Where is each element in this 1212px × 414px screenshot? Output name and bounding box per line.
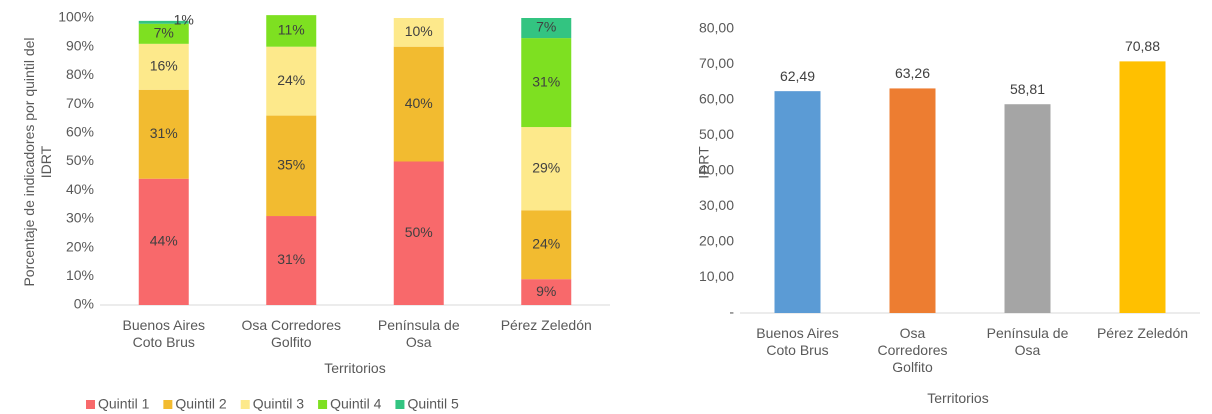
y-tick-label: 10,00 xyxy=(699,268,734,284)
bar-segment xyxy=(266,46,317,116)
y-tick-label: 30,00 xyxy=(699,197,734,213)
legend-label: Quintil 1 xyxy=(98,396,150,412)
data-label: 24% xyxy=(277,72,305,88)
bar-segment xyxy=(138,20,189,24)
data-label: 9% xyxy=(536,283,556,299)
legend-label: Quintil 3 xyxy=(253,396,305,412)
data-label: 31% xyxy=(532,73,560,89)
bar xyxy=(1119,61,1166,313)
data-label: 16% xyxy=(150,57,178,73)
x-tick-label: Buenos Aires Coto Brus xyxy=(756,325,839,358)
data-label: 7% xyxy=(154,24,174,40)
x-tick-label: Osa Corredores Golfito xyxy=(877,325,948,375)
bar-segment xyxy=(138,89,189,179)
data-label: 10% xyxy=(405,23,433,39)
y-tick-label: 60% xyxy=(66,124,94,140)
legend-swatch xyxy=(163,400,173,409)
legend-swatch xyxy=(240,400,250,409)
legend-swatch xyxy=(318,400,328,409)
y-tick-label: 100% xyxy=(58,9,94,25)
data-label: 58,81 xyxy=(1010,81,1045,97)
bar-segment xyxy=(393,18,444,47)
legend-label: Quintil 5 xyxy=(407,396,459,412)
data-label: 40% xyxy=(405,95,433,111)
x-tick-label: Pérez Zeledón xyxy=(500,317,592,333)
data-label: 62,49 xyxy=(780,68,815,84)
y-tick-label: 60,00 xyxy=(699,91,734,107)
bar xyxy=(774,91,821,314)
y-axis-label: IDRT xyxy=(695,146,712,179)
data-label: 35% xyxy=(277,157,305,173)
x-tick-label: Osa Corredores Golfito xyxy=(241,317,342,350)
legend-swatch xyxy=(395,400,405,409)
data-label: 24% xyxy=(532,235,560,251)
legend-label: Quintil 4 xyxy=(330,396,382,412)
bar-segment xyxy=(266,216,317,305)
bar-segment xyxy=(393,161,444,305)
data-label: 31% xyxy=(150,125,178,141)
x-axis-label: Territorios xyxy=(324,360,386,376)
bar-segment xyxy=(521,38,572,128)
y-tick-label: 80,00 xyxy=(699,20,734,36)
x-tick-label: Península de Osa xyxy=(986,325,1069,358)
data-label: 29% xyxy=(532,159,560,175)
data-label: 11% xyxy=(278,22,305,38)
y-tick-label: 80% xyxy=(66,66,94,82)
y-tick-label: 10% xyxy=(66,267,94,283)
bar-segment xyxy=(521,18,572,39)
bar-segment xyxy=(521,210,572,280)
data-label: 70,88 xyxy=(1125,38,1160,54)
bar xyxy=(889,88,936,313)
y-tick-label: - xyxy=(729,304,734,320)
y-tick-label: 20% xyxy=(66,238,94,254)
y-tick-label: 40,00 xyxy=(699,162,734,178)
bar-segment xyxy=(266,15,317,47)
data-label: 44% xyxy=(150,233,178,249)
y-tick-label: 20,00 xyxy=(699,233,734,249)
bar xyxy=(1004,104,1051,313)
y-tick-label: 30% xyxy=(66,210,94,226)
y-tick-label: 70% xyxy=(66,95,94,111)
bar-segment xyxy=(138,178,189,305)
y-axis-label: Porcentaje de indicadores por quintil de… xyxy=(21,37,54,287)
y-tick-label: 90% xyxy=(66,37,94,53)
x-tick-label: Península de Osa xyxy=(377,317,460,350)
y-tick-label: 50% xyxy=(66,152,94,168)
bar-segment xyxy=(138,23,189,44)
y-tick-label: 70,00 xyxy=(699,55,734,71)
x-axis-label: Territorios xyxy=(927,390,989,406)
data-label: 1% xyxy=(174,12,194,28)
y-tick-label: 40% xyxy=(66,181,94,197)
data-label: 31% xyxy=(277,251,305,267)
legend-swatch xyxy=(86,400,95,409)
data-label: 50% xyxy=(405,224,433,240)
data-label: 63,26 xyxy=(895,65,930,81)
x-tick-label: Buenos Aires Coto Brus xyxy=(122,317,206,350)
data-label: 7% xyxy=(536,19,556,35)
y-tick-label: 0% xyxy=(74,296,94,312)
x-tick-label: Pérez Zeledón xyxy=(1096,325,1189,341)
y-tick-label: 50,00 xyxy=(699,126,734,142)
bar-segment xyxy=(266,115,317,217)
bar-segment xyxy=(138,43,189,90)
legend-label: Quintil 2 xyxy=(175,396,227,412)
bar-segment xyxy=(521,279,572,305)
bar-segment xyxy=(393,46,444,162)
bar-segment xyxy=(521,127,572,211)
